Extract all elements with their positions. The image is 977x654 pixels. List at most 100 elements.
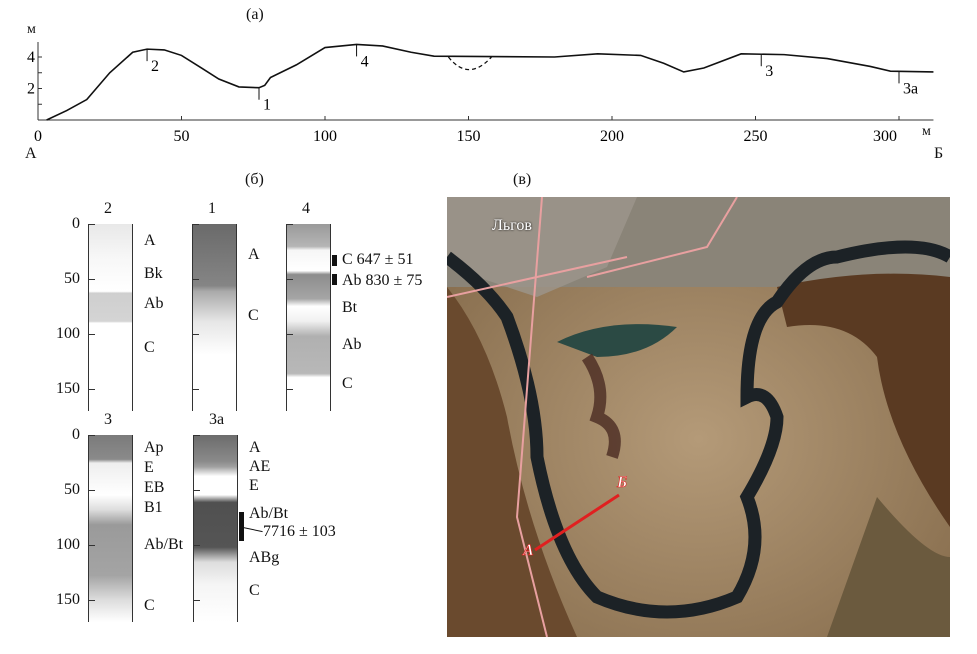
depth-tick-label: 50 bbox=[64, 270, 80, 287]
depth-tick bbox=[287, 279, 293, 280]
leader-line bbox=[242, 527, 263, 533]
horizon-label: ABg bbox=[249, 549, 280, 567]
panel-c-label: (в) bbox=[513, 171, 532, 188]
soil-column-1 bbox=[192, 224, 237, 411]
horizon-label: Ab/Bt bbox=[144, 536, 184, 553]
elevation-profile: 0 50 100 150 200 250 300 2 4 2 1 4 3 3а bbox=[27, 42, 934, 145]
depth-tick bbox=[89, 435, 95, 436]
x-tick-label: 50 bbox=[174, 128, 190, 145]
depth-tick bbox=[287, 389, 293, 390]
column-title: 1 bbox=[208, 200, 216, 217]
depth-tick bbox=[287, 334, 293, 335]
depth-tick-label: 0 bbox=[72, 215, 80, 232]
transect-line bbox=[534, 493, 620, 552]
depth-tick bbox=[194, 435, 200, 436]
column-title: 2 bbox=[104, 200, 112, 217]
horizon-label: A bbox=[248, 246, 260, 264]
point-b-label: Б bbox=[617, 474, 628, 492]
horizon-label: Ap bbox=[144, 439, 164, 457]
panel-a-label: (а) bbox=[246, 6, 264, 23]
depth-tick-label: 150 bbox=[56, 380, 80, 397]
x-tick-label: 0 bbox=[34, 128, 42, 145]
horizon-label: EB bbox=[144, 478, 165, 496]
depth-tick bbox=[89, 279, 95, 280]
y-tick-label: 4 bbox=[27, 49, 35, 66]
depth-tick bbox=[193, 224, 199, 225]
river bbox=[447, 240, 950, 619]
soil-column-2 bbox=[88, 224, 133, 411]
point-a-label: А bbox=[523, 542, 534, 560]
depth-tick-label: 50 bbox=[64, 481, 80, 498]
horizon-label: AE bbox=[249, 457, 271, 475]
soil-column-4 bbox=[286, 224, 331, 411]
x-tick-label: 150 bbox=[457, 128, 481, 145]
forest-west bbox=[447, 287, 577, 637]
y-unit-label: м bbox=[27, 22, 36, 37]
radiocarbon-sample-marker bbox=[239, 512, 244, 541]
horizon-label: A bbox=[249, 439, 261, 457]
radiocarbon-sample-marker bbox=[332, 254, 337, 266]
horizon-label: E bbox=[249, 476, 259, 494]
x-tick-label: 300 bbox=[873, 128, 897, 145]
horizon-label: Ab bbox=[342, 336, 362, 353]
depth-tick bbox=[194, 545, 200, 546]
horizon-label: E bbox=[144, 459, 154, 476]
satellite-map: Льгов А Б bbox=[447, 197, 950, 637]
pit-label-3а: 3а bbox=[903, 80, 918, 97]
horizon-label: A bbox=[144, 231, 156, 249]
soil-column-3 bbox=[88, 435, 133, 622]
column-title: 4 bbox=[302, 200, 310, 217]
horizon-label: C bbox=[342, 374, 353, 392]
horizon-label: Ab/Bt bbox=[249, 505, 289, 523]
y-tick-label: 2 bbox=[27, 81, 35, 98]
horizon-label: B1 bbox=[144, 499, 163, 517]
depth-tick bbox=[89, 224, 95, 225]
depth-tick bbox=[89, 600, 95, 601]
depth-tick bbox=[193, 279, 199, 280]
depth-tick bbox=[193, 334, 199, 335]
depth-tick bbox=[89, 490, 95, 491]
start-label: А bbox=[25, 145, 37, 162]
column-title: 3 bbox=[104, 411, 112, 428]
depth-tick bbox=[89, 389, 95, 390]
depth-tick bbox=[194, 490, 200, 491]
horizon-label: C bbox=[144, 596, 155, 614]
column-title: 3а bbox=[209, 411, 225, 428]
depth-tick-label: 0 bbox=[72, 426, 80, 443]
soil-column-3а bbox=[193, 435, 238, 622]
horizon-label: Bt bbox=[342, 298, 358, 316]
forest-east bbox=[777, 273, 950, 527]
x-tick-label: 100 bbox=[313, 128, 337, 145]
pit-label-3: 3 bbox=[765, 63, 773, 80]
horizon-label: C 647 ± 51 bbox=[342, 251, 414, 269]
end-label: Б bbox=[934, 145, 944, 162]
pit-label-1: 1 bbox=[263, 97, 271, 114]
lake bbox=[557, 324, 677, 357]
horizon-label: Ab bbox=[144, 294, 164, 312]
radiocarbon-sample-marker bbox=[332, 273, 337, 285]
x-unit-label: м bbox=[922, 124, 931, 139]
roads bbox=[447, 197, 738, 637]
horizon-label: Bk bbox=[144, 264, 163, 282]
horizon-label: C bbox=[249, 582, 260, 600]
x-tick-label: 250 bbox=[744, 128, 768, 145]
depth-tick bbox=[89, 545, 95, 546]
pit-label-4: 4 bbox=[361, 53, 369, 70]
panel-b-label: (б) bbox=[245, 171, 264, 188]
depth-tick-label: 100 bbox=[56, 325, 80, 342]
depth-tick bbox=[89, 334, 95, 335]
horizon-label: Ab 830 ± 75 bbox=[342, 272, 423, 290]
horizon-label: C bbox=[248, 306, 259, 324]
horizon-label: C bbox=[144, 338, 155, 356]
x-tick-label: 200 bbox=[600, 128, 624, 145]
depth-tick bbox=[194, 600, 200, 601]
depth-tick-label: 150 bbox=[56, 591, 80, 608]
map-image bbox=[447, 197, 950, 637]
depth-tick bbox=[193, 389, 199, 390]
buried-channel-dashed bbox=[447, 56, 492, 71]
depth-tick bbox=[287, 224, 293, 225]
town-label: Льгов bbox=[492, 217, 532, 234]
depth-tick-label: 100 bbox=[56, 536, 80, 553]
terrain-line bbox=[46, 43, 934, 121]
